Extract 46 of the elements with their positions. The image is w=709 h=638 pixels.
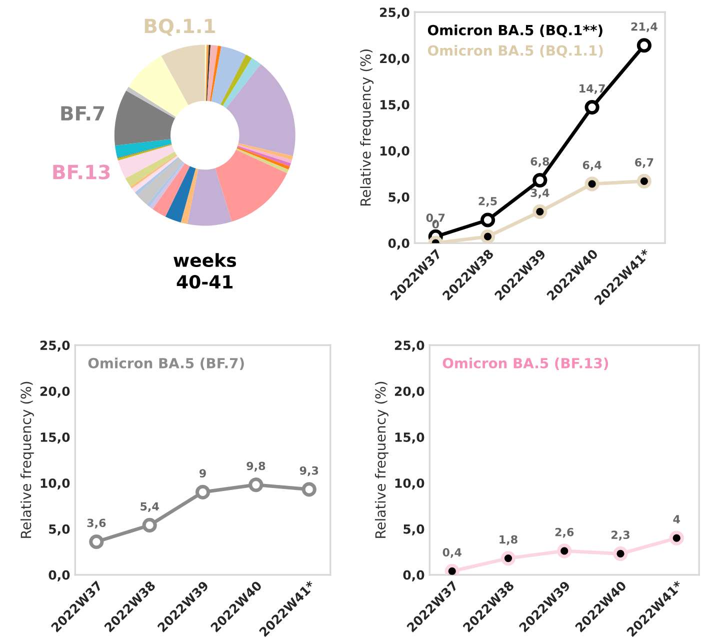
y-tick-label: 0,0 [388,238,410,250]
data-label: 6,4 [582,160,602,171]
y-axis-title: Relative frequency (%) [360,50,374,206]
y-tick-label: 15,0 [395,432,424,444]
slice-label: BQ.1.1 [144,18,215,36]
text: weeks 40-41 [174,253,236,289]
data-label: 6,8 [530,157,550,168]
data-label: 9 [199,469,206,478]
data-label: 0,4 [442,548,462,558]
y-tick-label: 15,0 [40,432,70,444]
y-tick-label: 5,0 [49,524,70,536]
y-tick-label: 20,0 [394,386,424,398]
y-axis-title: Relative frequency (%) [374,382,388,538]
y-tick-label: 0,0 [403,570,424,582]
data-label: 5,4 [140,502,159,512]
slice-label: BF.13 [53,164,110,180]
y-tick-label: 15,0 [380,100,410,112]
y-tick-label: 0,0 [48,570,70,582]
y-tick-label: 20,0 [380,54,410,65]
y-tick-label: 10,0 [395,478,424,490]
data-label: 2,3 [612,530,630,540]
data-label: 21,4 [631,22,658,32]
y-axis-title: Relative frequency (%) [20,382,34,538]
data-label: 2,6 [555,528,574,538]
data-label: 1,8 [500,535,518,546]
data-label: 3,4 [530,188,550,198]
y-tick-label: 25,0 [380,8,410,19]
text: Omicron BA.5 (BF.7) [88,358,244,370]
y-tick-label: 5,0 [388,192,410,204]
data-label: 9,3 [300,466,318,476]
y-tick-label: 10,0 [380,146,410,158]
text: Omicron BA.5 (BQ.1**) [428,24,602,38]
y-tick-label: 10,0 [40,478,70,490]
data-label: 2,5 [478,196,497,207]
y-tick-label: 5,0 [404,524,424,536]
slice-label: BF.7 [61,106,104,120]
data-label: 9,8 [246,462,266,472]
text: Omicron BA.5 (BQ.1.1) [428,45,603,58]
y-tick-label: 25,0 [394,340,424,352]
data-label: 6,7 [635,158,654,168]
data-label: 3,6 [87,518,106,529]
data-label: 4 [673,515,680,524]
data-label: 14,7 [580,84,605,94]
text: Omicron BA.5 (BF.13) [442,358,608,370]
y-tick-label: 25,0 [40,340,70,352]
y-tick-label: 20,0 [40,386,70,398]
